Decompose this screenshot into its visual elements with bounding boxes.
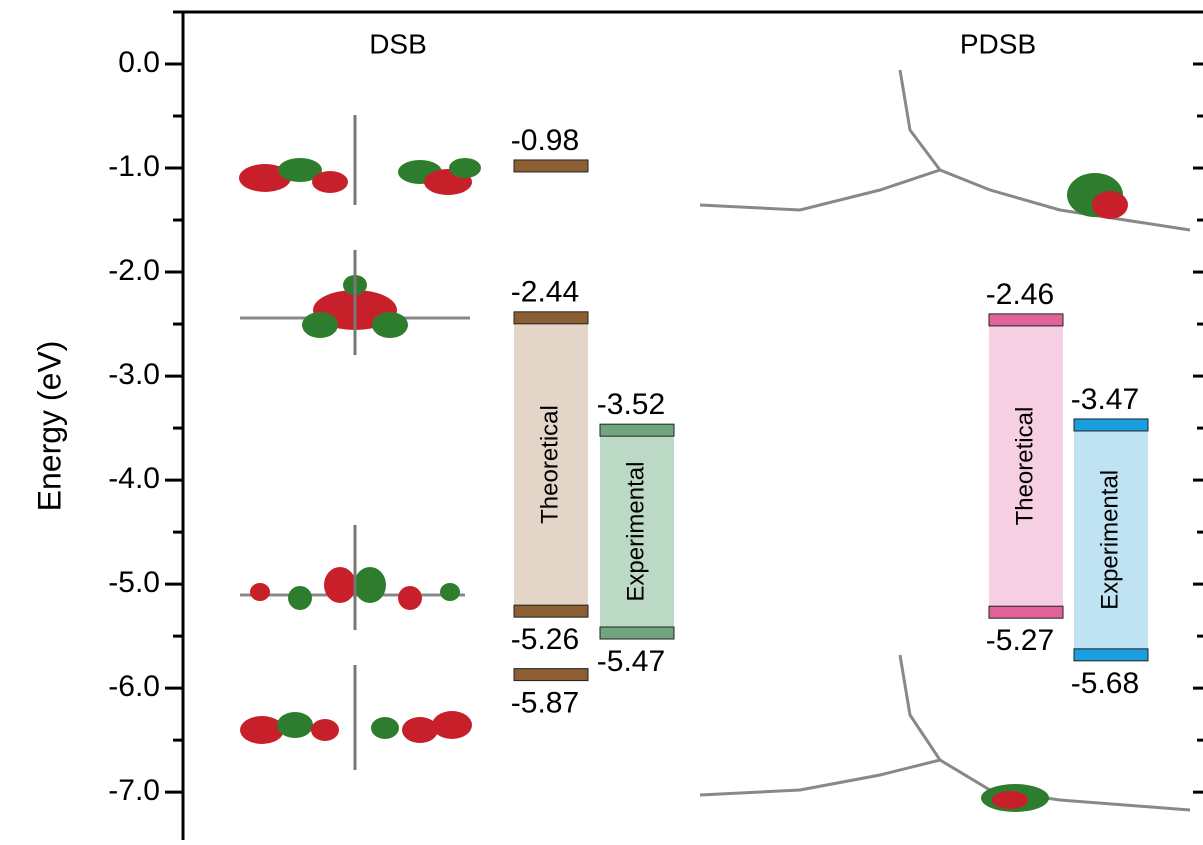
y-tick-label: 0.0 xyxy=(118,46,160,79)
energy-level xyxy=(600,627,674,639)
energy-label: -3.52 xyxy=(597,388,665,421)
panel-title: PDSB xyxy=(960,28,1036,59)
energy-label: -0.98 xyxy=(511,124,579,157)
orbital-lumo xyxy=(240,250,470,355)
energy-label: -3.47 xyxy=(1071,383,1139,416)
energy-label: -2.46 xyxy=(986,278,1054,311)
energy-level xyxy=(514,669,588,681)
energy-level xyxy=(514,160,588,172)
orbital-homo1 xyxy=(240,665,472,770)
energy-label: -5.26 xyxy=(511,623,579,656)
energy-label: -5.47 xyxy=(597,645,665,678)
panel-title: DSB xyxy=(369,28,427,59)
energy-level xyxy=(1074,649,1148,661)
orbital-lumo1 xyxy=(239,115,481,205)
series-name: Theoretical xyxy=(1011,407,1038,526)
energy-label: -5.68 xyxy=(1071,667,1139,700)
orbital-homo xyxy=(240,525,465,630)
y-axis-label: Energy (eV) xyxy=(31,341,67,512)
y-tick-label: -5.0 xyxy=(108,566,160,599)
series-name: Theoretical xyxy=(536,405,563,524)
energy-level xyxy=(989,606,1063,618)
energy-label: -5.87 xyxy=(511,687,579,720)
series-name: Experimental xyxy=(622,462,649,602)
y-tick-label: -7.0 xyxy=(108,774,160,807)
energy-level xyxy=(1074,419,1148,431)
y-tick-label: -6.0 xyxy=(108,670,160,703)
pdsb-molecule-top xyxy=(700,70,1190,230)
y-tick-label: -2.0 xyxy=(108,254,160,287)
chart: Energy (eV) 0.0 -1.0 -2.0 -3.0 -4.0 -5.0 -6.0 -… xyxy=(0,0,1203,840)
energy-label: -5.27 xyxy=(986,624,1054,657)
energy-level xyxy=(514,312,588,324)
energy-label: -2.44 xyxy=(511,276,579,309)
energy-level xyxy=(989,314,1063,326)
energy-level xyxy=(514,605,588,617)
energy-level xyxy=(600,424,674,436)
y-tick-label: -3.0 xyxy=(108,358,160,391)
y-tick-label: -1.0 xyxy=(108,150,160,183)
y-tick-label: -4.0 xyxy=(108,462,160,495)
series-name: Experimental xyxy=(1096,470,1123,610)
